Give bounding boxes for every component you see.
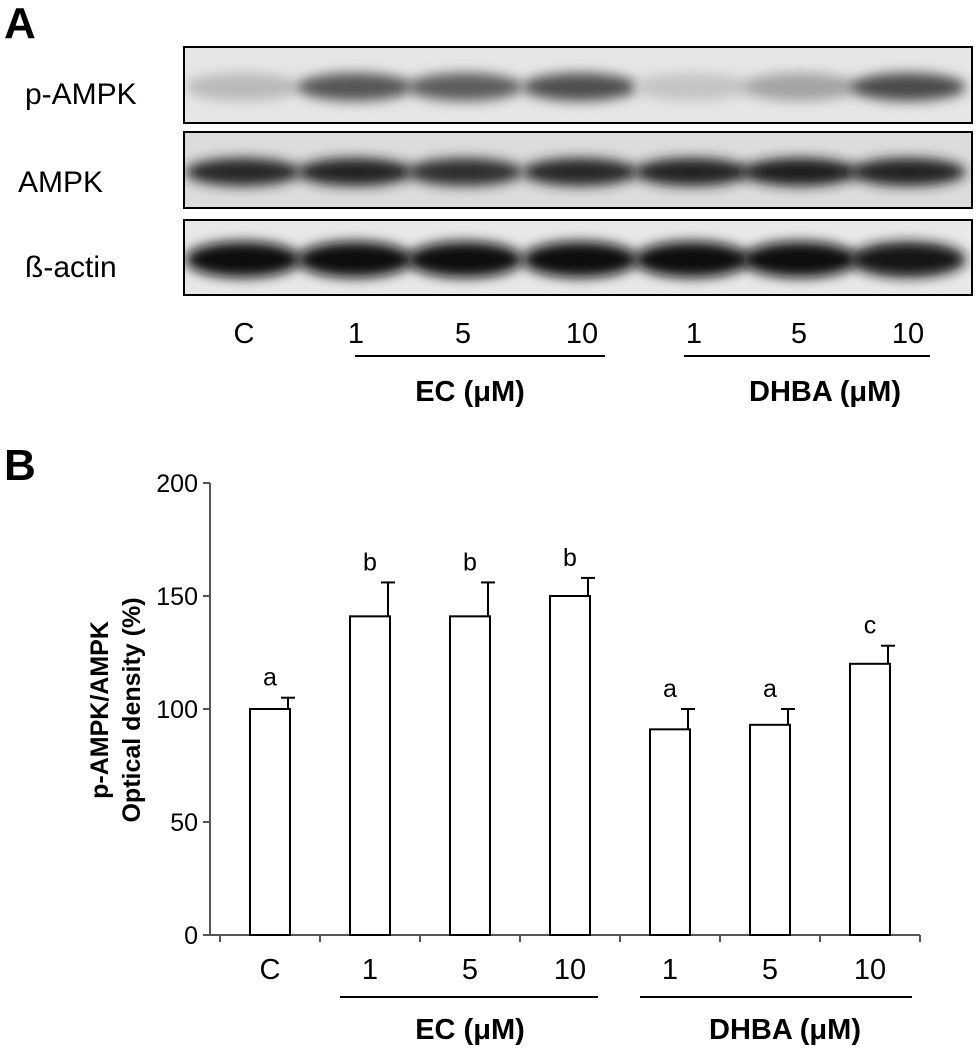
- y-tick-label: 150: [156, 583, 198, 611]
- significance-letter: a: [263, 664, 277, 692]
- lane-label-dhba-1: 1: [685, 318, 703, 350]
- y-axis-label-line1: p-AMPK/AMPK: [86, 621, 114, 799]
- dhba-group-line-b: [640, 996, 912, 998]
- y-tick-label: 100: [156, 696, 198, 724]
- y-tick-label: 200: [156, 470, 198, 498]
- blot-band: [522, 241, 638, 278]
- blot-band: [850, 241, 966, 278]
- ec-group-line-a: [355, 355, 605, 357]
- x-tick-label: 10: [854, 954, 886, 986]
- lane-label-ec-5: 5: [454, 318, 472, 350]
- x-tick-label: 1: [662, 954, 678, 986]
- y-axis: 0 50 100 150 200: [156, 470, 211, 950]
- blot-label-ampk: AMPK: [18, 166, 104, 199]
- ec-group-line-b: [340, 996, 598, 998]
- dhba-group-label-b: DHBA (μM): [709, 1014, 861, 1046]
- blot-bands-ampk: [185, 158, 966, 186]
- blot-label-beta-actin: ß-actin: [25, 251, 117, 284]
- blot-band: [185, 158, 301, 186]
- blot-band: [742, 73, 858, 101]
- blot-band: [522, 73, 638, 101]
- blot-bands-p-ampk: [185, 73, 966, 101]
- significance-letter: a: [663, 675, 677, 703]
- y-tick-label: 50: [170, 809, 198, 837]
- significance-letter: b: [363, 548, 377, 576]
- blot-band: [634, 73, 750, 101]
- lane-label-ec-1: 1: [347, 318, 365, 350]
- blot-band: [742, 241, 858, 278]
- blot-band: [850, 158, 966, 186]
- x-tick-label: 5: [762, 954, 778, 986]
- x-axis: C 1 5 10 1 5 10: [210, 934, 921, 986]
- blot-strip-p-ampk: [183, 46, 973, 124]
- y-tick-label: 0: [184, 922, 198, 950]
- blot-band: [407, 73, 523, 101]
- blot-band: [634, 241, 750, 278]
- bar: [249, 708, 291, 936]
- blot-bands-beta-actin: [185, 241, 966, 278]
- blot-label-p-ampk: p-AMPK: [25, 78, 137, 111]
- ec-group-label-b: EC (μM): [415, 1014, 525, 1046]
- x-tick-label: C: [260, 954, 281, 986]
- x-tick-label: 10: [554, 954, 586, 986]
- blot-band: [850, 73, 966, 101]
- significance-letter: a: [763, 675, 777, 703]
- blot-band: [297, 241, 413, 278]
- dhba-group-label-a: DHBA (μM): [749, 376, 901, 408]
- blot-band: [407, 158, 523, 186]
- blot-band: [297, 73, 413, 101]
- blot-band: [185, 241, 301, 278]
- blot-strip-beta-actin: [183, 219, 973, 296]
- significance-letter: b: [563, 544, 577, 572]
- panel-b-letter: B: [4, 441, 36, 490]
- bar: [549, 595, 591, 936]
- bar: [649, 728, 691, 937]
- blot-band: [634, 158, 750, 186]
- blot-band: [185, 73, 301, 101]
- lane-label-dhba-5: 5: [790, 318, 808, 350]
- blot-band: [522, 158, 638, 186]
- y-axis-label-line2: Optical density (%): [118, 597, 146, 822]
- bar: [349, 615, 391, 937]
- x-tick-label: 5: [462, 954, 478, 986]
- ec-group-label-a: EC (μM): [415, 376, 525, 408]
- bar: [449, 615, 491, 937]
- blot-band: [407, 241, 523, 278]
- significance-letter: b: [463, 548, 477, 576]
- lane-label-ec-10: 10: [565, 318, 599, 350]
- blot-strip-ampk: [183, 131, 973, 209]
- lane-label-c: C: [233, 318, 255, 350]
- x-tick-label: 1: [362, 954, 378, 986]
- significance-letter: c: [864, 612, 877, 640]
- blot-band: [297, 158, 413, 186]
- panel-a-letter: A: [4, 0, 36, 48]
- blot-band: [742, 158, 858, 186]
- lane-label-dhba-10: 10: [891, 318, 925, 350]
- bar: [849, 662, 891, 936]
- bar: [749, 723, 791, 936]
- dhba-group-line-a: [684, 355, 930, 357]
- bar-series: a b b b a a c: [249, 544, 895, 937]
